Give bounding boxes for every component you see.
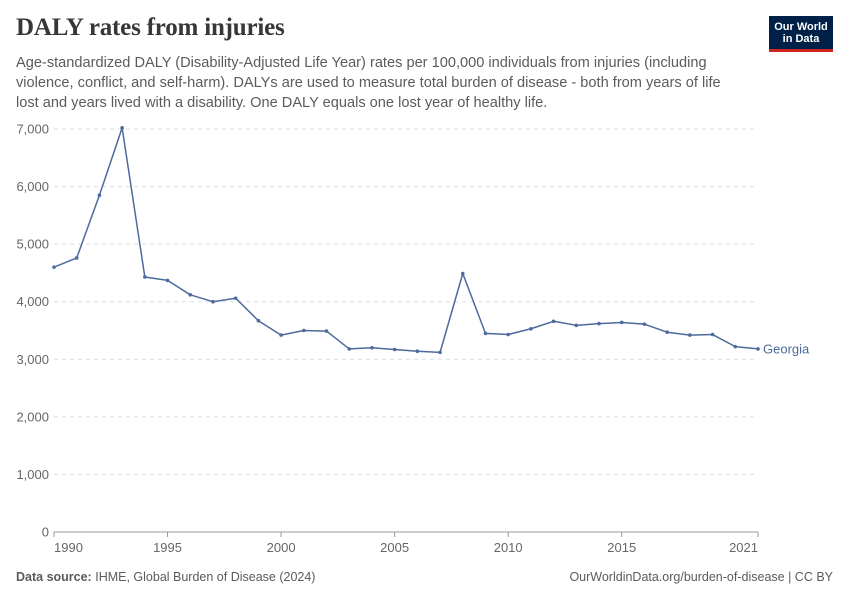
data-point — [733, 344, 738, 349]
y-tick-label: 5,000 — [16, 237, 49, 252]
data-point — [483, 331, 488, 336]
data-point — [529, 326, 533, 331]
data-point — [211, 299, 215, 304]
data-point — [52, 265, 56, 269]
chart-title: DALY rates from injuries — [16, 14, 285, 41]
x-axis: 1990 1995 2000 2005 2010 2015 2021 — [53, 531, 759, 555]
series-layer: Georgia — [52, 126, 810, 356]
series-line — [53, 127, 759, 354]
y-axis-tick-labels: 0 1,000 2,000 3,000 4,000 5,000 6,000 7,000 — [16, 122, 49, 540]
data-point — [347, 347, 352, 351]
x-tick-label: 2005 — [380, 540, 409, 555]
x-tick-label: 2000 — [267, 540, 296, 555]
data-point — [619, 320, 624, 325]
y-tick-label: 0 — [42, 525, 49, 540]
data-point — [74, 256, 79, 260]
chart-subtitle: Age-standardized DALY (Disability-Adjust… — [16, 55, 721, 111]
y-tick-label: 1,000 — [16, 467, 49, 482]
data-point — [438, 350, 442, 355]
data-source-label: Data source: — [16, 570, 92, 584]
y-tick-label: 7,000 — [16, 122, 49, 137]
data-point — [688, 333, 692, 337]
series-label: Georgia — [763, 341, 810, 356]
y-tick-label: 3,000 — [16, 352, 49, 367]
data-point — [324, 329, 329, 333]
data-point — [710, 332, 715, 337]
data-point — [97, 193, 102, 198]
x-tick-label: 2010 — [494, 540, 523, 555]
data-point — [551, 319, 556, 324]
data-point — [256, 318, 261, 323]
logo-line-2: in Data — [782, 33, 820, 45]
x-tick-label: 2015 — [607, 540, 636, 555]
data-source-text: IHME, Global Burden of Disease (2024) — [95, 570, 316, 584]
data-source: Data source: IHME, Global Burden of Dise… — [16, 570, 315, 584]
gridlines — [54, 128, 758, 475]
data-point — [143, 275, 147, 279]
data-point — [120, 126, 124, 130]
data-point — [188, 293, 193, 297]
y-tick-label: 2,000 — [16, 409, 49, 424]
owid-logo[interactable]: Our World in Data — [769, 16, 833, 52]
data-point — [392, 347, 397, 352]
data-point — [370, 345, 374, 350]
data-point — [460, 271, 465, 276]
data-point — [756, 347, 760, 351]
data-point — [279, 333, 283, 337]
data-point — [665, 330, 669, 335]
logo-line-1: Our World — [774, 21, 828, 33]
data-point — [642, 322, 647, 326]
x-tick-label: 1995 — [153, 540, 182, 555]
data-point — [233, 296, 238, 301]
x-tick-label: 1990 — [54, 540, 83, 555]
data-point — [165, 278, 170, 283]
data-point — [597, 321, 601, 326]
x-tick-label: 2021 — [729, 540, 758, 555]
source-url-link[interactable]: OurWorldinData.org/burden-of-disease | C… — [569, 570, 833, 584]
y-tick-label: 6,000 — [16, 179, 49, 194]
data-point — [506, 332, 510, 337]
data-point — [415, 349, 420, 354]
y-tick-label: 4,000 — [16, 294, 49, 309]
data-point — [574, 323, 579, 328]
data-point — [302, 328, 306, 333]
